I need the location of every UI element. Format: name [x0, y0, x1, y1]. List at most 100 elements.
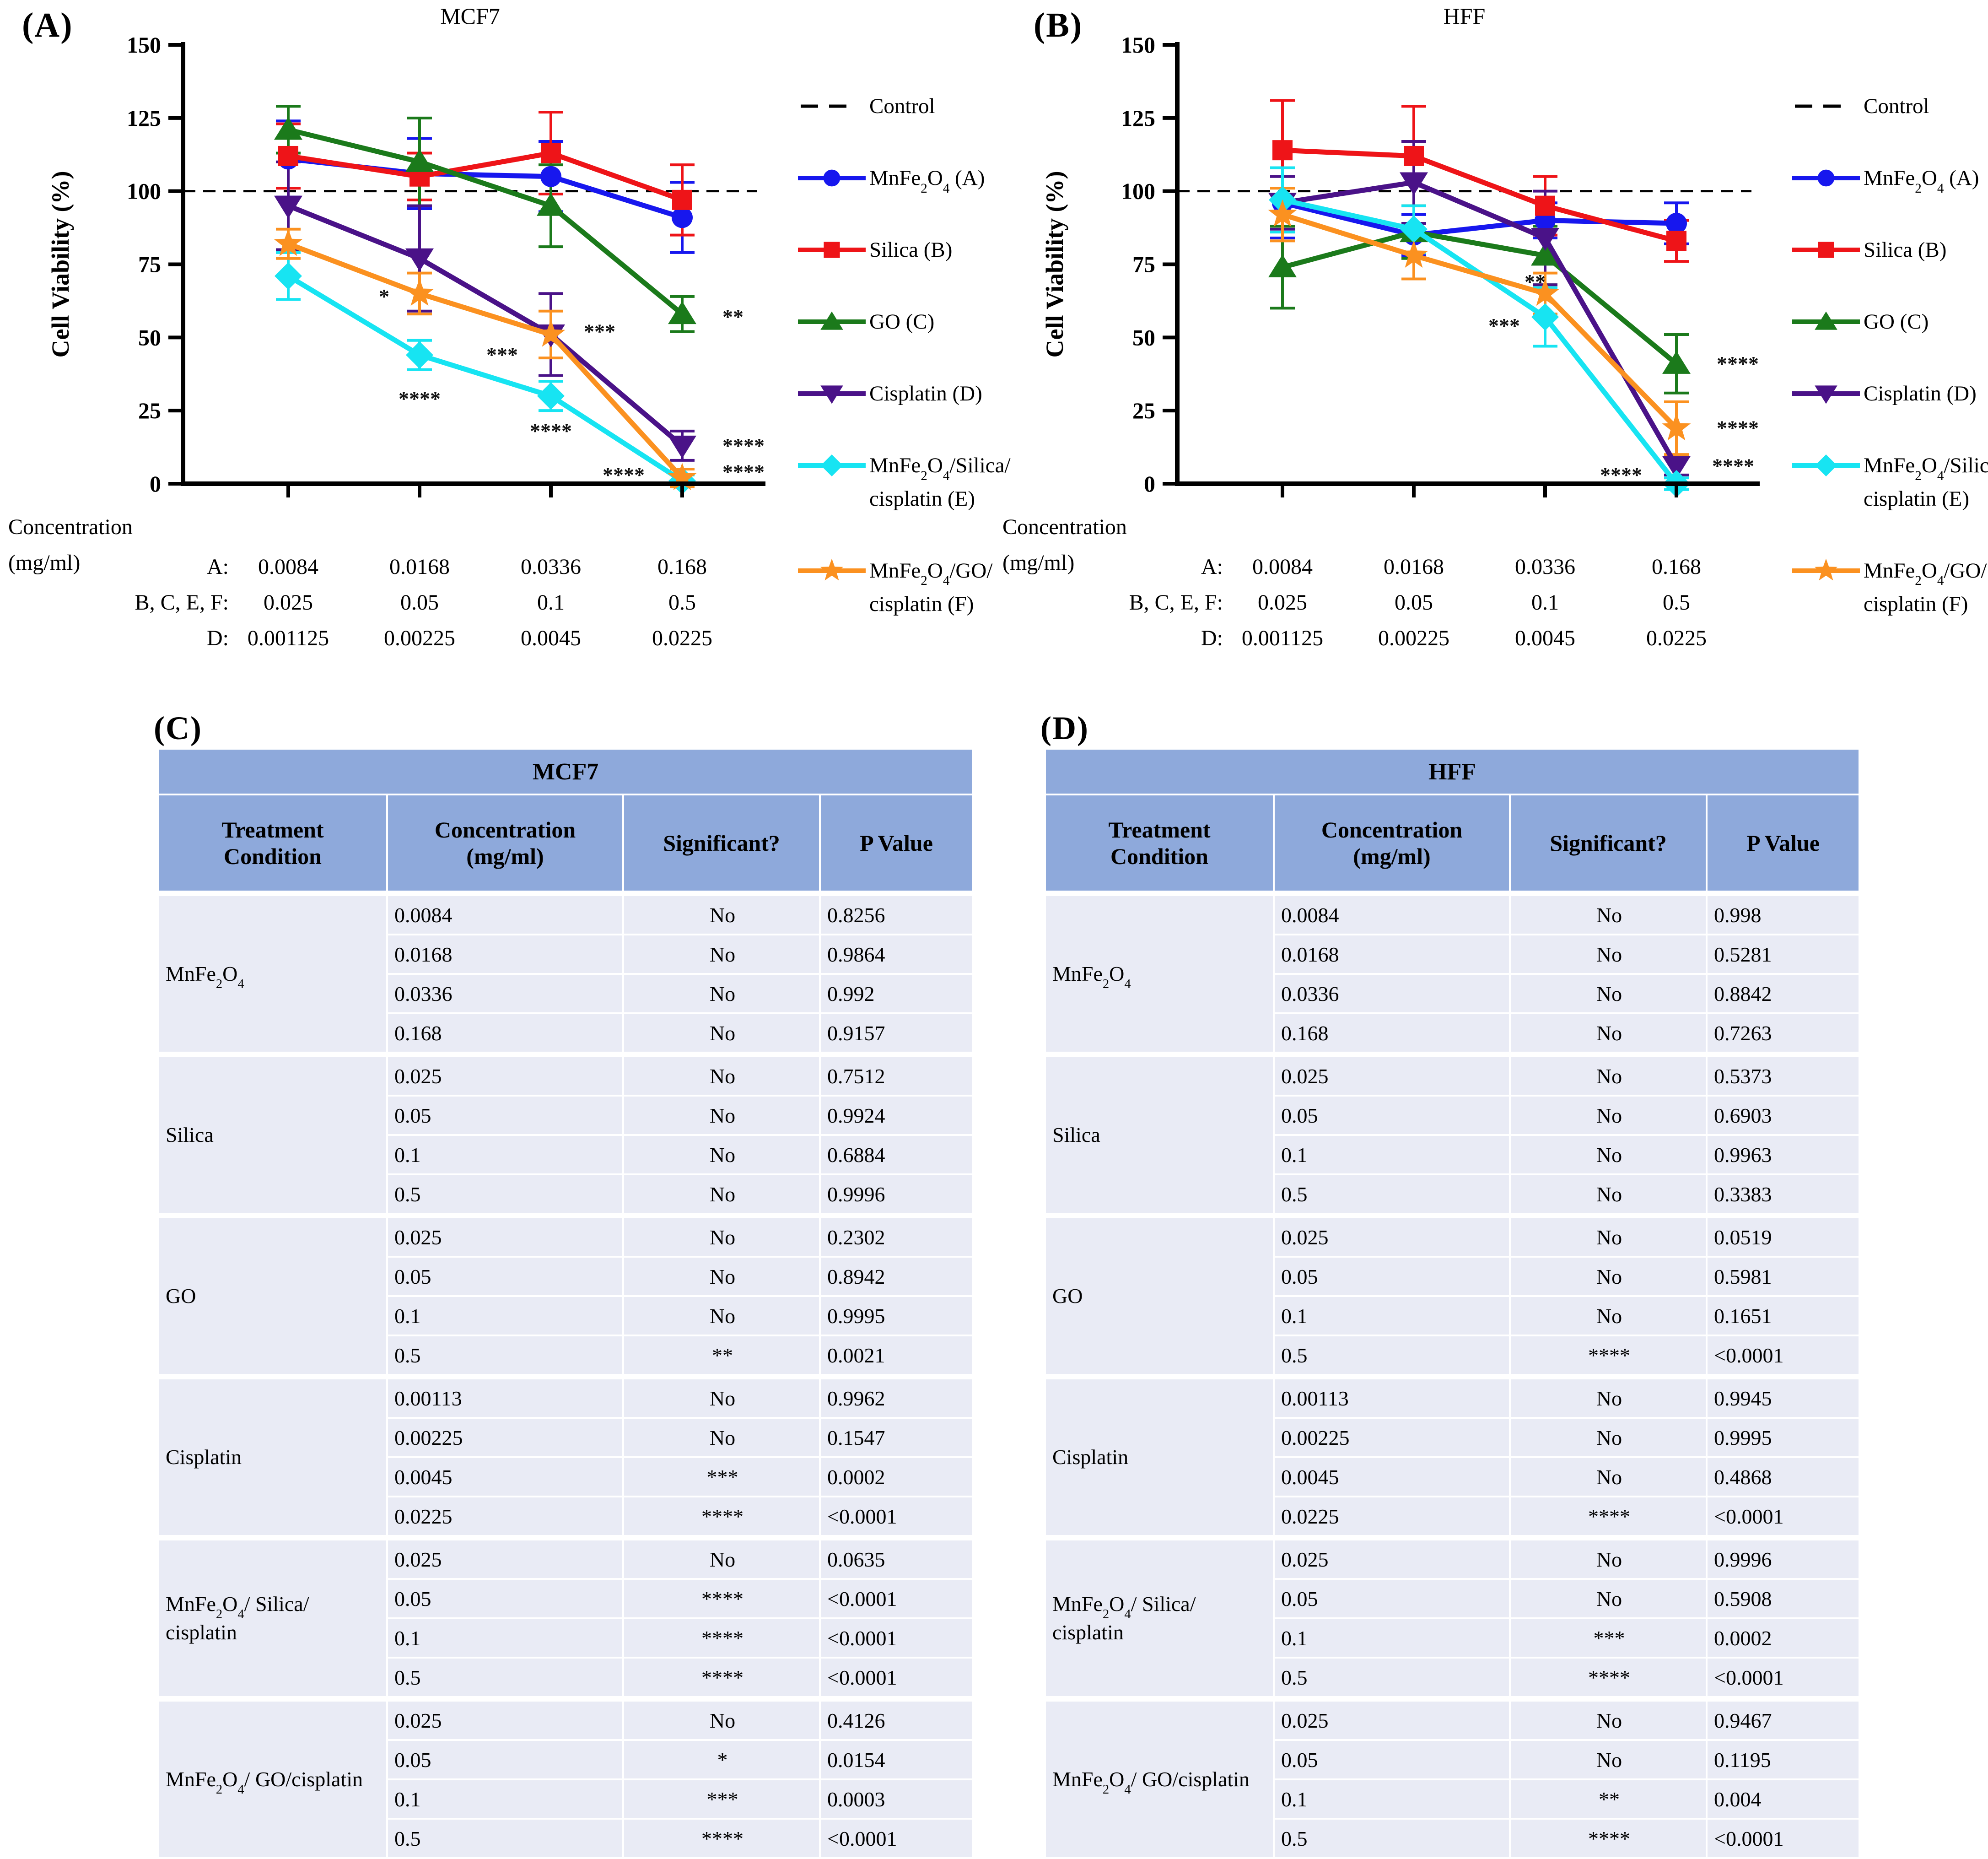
y-tick-label: 75	[1132, 252, 1155, 277]
treatment-cell-cisplatin: Cisplatin	[157, 1374, 388, 1539]
data-point-marker	[1530, 278, 1560, 306]
series-mnfe2o4-go-cisplatin-f	[274, 228, 697, 490]
treatment-cell-go: GO	[1044, 1213, 1275, 1378]
data-point-marker	[668, 435, 696, 459]
significant-cell: No	[1509, 1095, 1708, 1136]
series-mnfe2o4-go-cisplatin-f	[1268, 199, 1691, 441]
concentration-cell: 0.5	[1273, 1657, 1511, 1700]
legend-label: MnFe2O4/GO/cisplatin (F)	[869, 558, 993, 616]
significance-annotation: *	[379, 285, 389, 308]
data-point-marker	[668, 301, 696, 324]
significance-annotation: **	[1525, 270, 1546, 293]
square-legend-icon	[1791, 233, 1864, 267]
series-line	[288, 150, 683, 202]
p-value-cell: <0.0001	[819, 1578, 974, 1619]
p-value-cell: <0.0001	[1705, 1335, 1861, 1378]
significant-cell: No	[1509, 1052, 1708, 1097]
concentration-value: 0.00225	[1378, 626, 1449, 650]
concentration-value: 0.0084	[1252, 555, 1313, 579]
significant-cell: No	[1509, 934, 1708, 975]
data-point-marker	[1666, 231, 1686, 251]
concentration-cell: 0.0225	[386, 1496, 624, 1539]
y-tick-label: 100	[127, 178, 161, 204]
p-value-cell: 0.1195	[1705, 1739, 1861, 1780]
concentration-cell: 0.00225	[386, 1417, 624, 1458]
significant-cell: No	[622, 1052, 821, 1097]
series-line	[287, 274, 684, 483]
panel-mcf7-chart: (A) MCF7 0 25 50 75 100 125 150 Cell Viability (…	[0, 0, 1011, 705]
table-row: Silica 0.025 No 0.7512	[157, 1052, 974, 1216]
p-value-cell: 0.992	[819, 973, 974, 1014]
significance-annotation: ***	[1488, 314, 1520, 337]
concentration-row-label: B, C, E, F:	[1129, 590, 1223, 615]
series-silica-b	[1272, 140, 1686, 251]
data-point-marker	[406, 341, 433, 369]
concentration-cell: 0.0084	[386, 891, 624, 935]
table-title: MCF7	[157, 748, 974, 795]
data-point-marker	[541, 143, 561, 163]
concentration-cell: 0.5	[386, 1818, 624, 1859]
concentration-cell: 0.0045	[1273, 1456, 1511, 1497]
p-value-cell: 0.0519	[1705, 1213, 1861, 1258]
p-value-cell: 0.5281	[1705, 934, 1861, 975]
data-point-marker	[1531, 243, 1559, 266]
treatment-cell-silica: Silica	[1044, 1052, 1275, 1216]
p-value-cell: 0.8842	[1705, 973, 1861, 1014]
table-row: MnFe2O4/ GO/cisplatin 0.025 No 0.9467	[1044, 1696, 1861, 1859]
y-tick-label: 0	[1144, 471, 1155, 497]
concentration-value: 0.0168	[1384, 555, 1444, 579]
concentration-cell: 0.1	[386, 1617, 624, 1659]
data-point-marker	[668, 463, 697, 490]
significant-cell: ****	[622, 1657, 821, 1700]
significant-cell: No	[1509, 1012, 1708, 1055]
p-value-cell: 0.8942	[819, 1256, 974, 1297]
circle-marker	[1817, 169, 1835, 187]
chart-title: MCF7	[440, 3, 500, 29]
concentration-value: 0.0045	[521, 626, 581, 650]
table-row: 0.5 No 0.9996	[158, 1173, 974, 1216]
legend-item-silica-b: Silica (B)	[1791, 233, 1988, 267]
legend-item-mnfe2o4-a: MnFe2O4 (A)	[797, 162, 1081, 195]
concentration-cell: 0.05	[1273, 1739, 1511, 1780]
series-cisplatin-d	[274, 195, 696, 459]
column-header-p-value: P Value	[1705, 794, 1861, 894]
triangle-up-marker	[1815, 311, 1837, 330]
p-value-cell: 0.4868	[1705, 1456, 1861, 1497]
triangle-up-marker	[820, 311, 843, 330]
data-point-marker	[405, 149, 434, 172]
legend-label: MnFe2O4/Silica/cisplatin (E)	[869, 454, 1011, 511]
concentration-value: 0.0045	[1515, 626, 1575, 650]
concentration-value: 0.001125	[248, 626, 329, 650]
data-point-marker	[1400, 172, 1428, 195]
treatment-cell-mnfe2o4: MnFe2O4	[1044, 891, 1275, 1055]
significant-cell: ****	[1509, 1657, 1708, 1700]
significance-annotation: **	[722, 305, 743, 329]
concentration-row-label: A:	[207, 555, 229, 579]
concentration-value: 0.5	[1663, 590, 1690, 615]
series-silica-b	[278, 143, 692, 210]
legend-item-control: Control	[797, 90, 1081, 123]
panel-label-a: (A)	[22, 6, 73, 44]
concentration-cell: 0.00225	[1273, 1417, 1511, 1458]
p-value-cell: <0.0001	[819, 1657, 974, 1700]
significant-cell: No	[1509, 1456, 1708, 1497]
significant-cell: **	[1509, 1778, 1708, 1820]
treatment-cell-silica: Silica	[157, 1052, 388, 1216]
p-value-cell: 0.7263	[1705, 1012, 1861, 1055]
p-value-cell: 0.6903	[1705, 1095, 1861, 1136]
data-point-marker	[672, 189, 692, 210]
concentration-value: 0.5	[668, 590, 696, 615]
triangle-down-marker	[820, 385, 843, 404]
panel-label-b: (B)	[1034, 6, 1083, 44]
table-row: 0.1 No 0.6884	[158, 1134, 974, 1175]
column-header-significant: Significant?	[622, 794, 821, 894]
table-row: 0.05 No 0.5981	[1045, 1256, 1861, 1297]
significant-cell: *	[622, 1739, 821, 1780]
significant-cell: ***	[622, 1456, 821, 1497]
significant-cell: ***	[1509, 1617, 1708, 1659]
significance-annotation: ****	[1717, 416, 1759, 440]
p-value-cell: 0.0002	[1705, 1617, 1861, 1659]
triangle-down-legend-icon	[1791, 377, 1864, 411]
concentration-cell: 0.5	[386, 1335, 624, 1378]
